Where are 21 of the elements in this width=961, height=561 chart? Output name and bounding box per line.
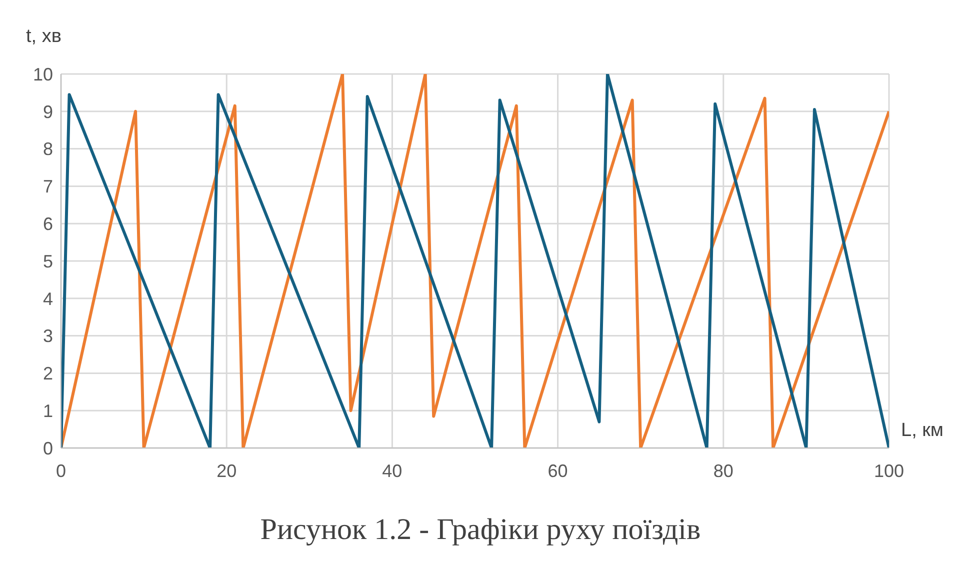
line-series [61,74,889,448]
y-tick-label: 8 [42,139,53,160]
y-tick-label: 5 [42,251,53,272]
y-tick-label: 0 [42,438,53,458]
x-tick-label: 40 [382,460,402,481]
x-tick-label: 80 [713,460,734,481]
x-tick-label: 20 [216,460,237,481]
y-tick-label: 3 [42,326,53,346]
x-tick-label: 100 [874,460,904,481]
y-tick-label: 6 [42,214,53,234]
x-tick-label: 0 [56,460,66,481]
y-tick-label: 4 [42,288,53,309]
y-tick-label: 9 [42,102,53,122]
y-tick-label: 1 [42,400,53,421]
x-axis-title: L, км [901,420,944,442]
y-tick-label: 7 [42,176,53,197]
y-tick-label: 10 [32,64,53,84]
x-tick-label: 60 [548,460,568,481]
y-axis-title: t, хв [26,26,62,48]
y-tick-label: 2 [42,364,53,384]
text: Рисунок 1.2 - Графіки руху поїздів [259,513,702,547]
